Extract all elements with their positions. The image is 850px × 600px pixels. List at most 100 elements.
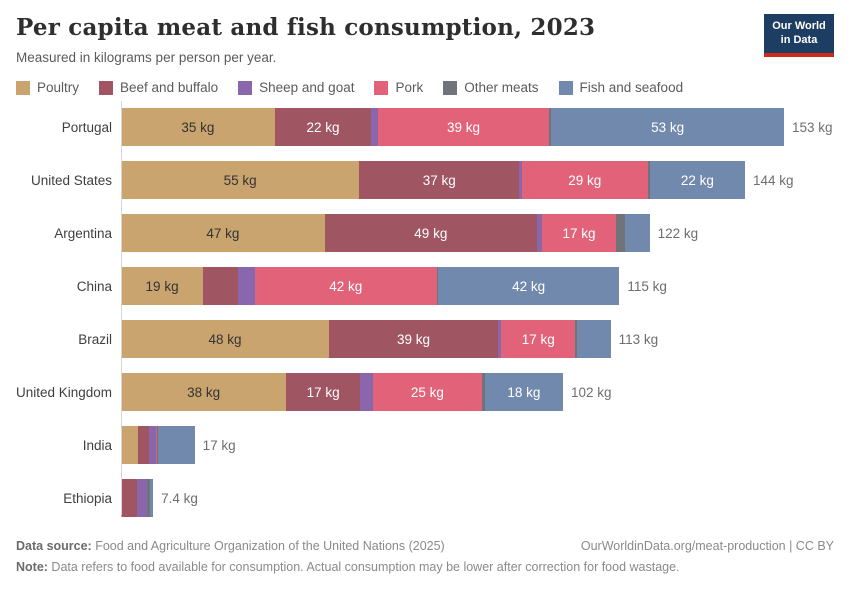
bar-segment-other[interactable]	[575, 320, 577, 358]
bar-segment-beef[interactable]: 49 kg	[324, 214, 537, 252]
legend-swatch-fish	[558, 80, 573, 95]
bar-segment-other[interactable]	[147, 479, 150, 517]
legend-label-sheep: Sheep and goat	[259, 80, 355, 95]
bar-segment-fish[interactable]: 22 kg	[649, 161, 745, 199]
owid-logo[interactable]: Our World in Data	[764, 14, 834, 57]
total-value-label: 17 kg	[202, 437, 236, 453]
bar-segment-sheep[interactable]	[536, 214, 543, 252]
stacked-bar[interactable]: 19 kg 42 kg 42 kg	[121, 267, 620, 305]
country-label[interactable]: India	[82, 437, 112, 453]
bar-segment-sheep[interactable]	[237, 267, 255, 305]
bar-segment-sheep[interactable]	[137, 479, 147, 517]
bar-segment-sheep[interactable]	[519, 161, 522, 199]
bar-segment-pork[interactable]	[155, 426, 158, 464]
country-label[interactable]: Argentina	[54, 225, 112, 241]
bar-segment-other[interactable]	[481, 373, 485, 411]
bar-segment-beef[interactable]: 22 kg	[274, 108, 372, 146]
bar-segment-sheep[interactable]	[371, 108, 378, 146]
total-value-label: 113 kg	[618, 331, 659, 347]
footer-note: Note: Data refers to food available for …	[16, 560, 834, 574]
bar-segment-poultry[interactable]: 47 kg	[121, 214, 325, 252]
legend-label-poultry: Poultry	[37, 80, 80, 95]
segment-value-label: 39 kg	[446, 119, 480, 135]
bar-segment-other[interactable]	[615, 214, 625, 252]
legend-item-beef[interactable]: Beef and buffalo	[99, 80, 218, 95]
owid-logo-line1: Our World	[772, 20, 826, 32]
segment-value-label: 29 kg	[568, 172, 602, 188]
segment-value-label: 25 kg	[410, 384, 444, 400]
bar-segment-fish[interactable]: 53 kg	[551, 108, 784, 146]
legend-item-other[interactable]: Other meats	[443, 80, 539, 95]
title-block: Per capita meat and fish consumption, 20…	[16, 14, 595, 65]
country-label[interactable]: Portugal	[61, 119, 112, 135]
legend-label-pork: Pork	[395, 80, 424, 95]
segment-value-label: 38 kg	[187, 384, 221, 400]
page-subtitle: Measured in kilograms per person per yea…	[16, 50, 277, 65]
bar-segment-pork[interactable]: 17 kg	[501, 320, 576, 358]
country-label[interactable]: China	[76, 278, 112, 294]
bar-segment-pork[interactable]: 42 kg	[254, 267, 437, 305]
bar-segment-fish[interactable]	[149, 479, 154, 517]
owid-logo-line2: in Data	[780, 33, 818, 46]
bar-segment-pork[interactable]: 29 kg	[521, 161, 648, 199]
stacked-bar[interactable]	[121, 479, 154, 517]
owid-link[interactable]: OurWorldinData.org/meat-production | CC …	[580, 539, 834, 553]
bar-segment-fish[interactable]	[624, 214, 650, 252]
bar-segment-beef[interactable]	[203, 267, 238, 305]
bar-segment-poultry[interactable]: 38 kg	[121, 373, 287, 411]
chart-row: United States 55 kg 37 kg 29 kg 22 kg 144 kg	[16, 161, 834, 199]
total-value-label: 7.4 kg	[161, 490, 198, 506]
country-label[interactable]: Ethiopia	[63, 490, 112, 506]
country-label[interactable]: Brazil	[78, 331, 112, 347]
bar-segment-beef[interactable]	[138, 426, 150, 464]
bar-segment-other[interactable]	[436, 267, 438, 305]
legend-item-sheep[interactable]: Sheep and goat	[238, 80, 354, 95]
chart-row: India 17 kg	[16, 426, 834, 464]
bar-segment-fish[interactable]	[576, 320, 611, 358]
country-label[interactable]: United States	[30, 172, 112, 188]
bar-segment-beef[interactable]: 39 kg	[329, 320, 498, 358]
chart-row: Ethiopia 7.4 kg	[16, 479, 834, 517]
y-axis-line	[121, 101, 122, 515]
bar-segment-poultry[interactable]: 48 kg	[121, 320, 329, 358]
bar-segment-other[interactable]	[549, 108, 552, 146]
bar-segment-beef[interactable]: 37 kg	[359, 161, 520, 199]
stacked-bar[interactable]: 48 kg 39 kg 17 kg	[121, 320, 611, 358]
bar-segment-poultry[interactable]: 19 kg	[121, 267, 204, 305]
bar-segment-pork[interactable]: 39 kg	[377, 108, 550, 146]
bar-segment-poultry[interactable]	[121, 426, 139, 464]
bar-segment-poultry[interactable]: 35 kg	[121, 108, 275, 146]
bar-segment-pork[interactable]: 25 kg	[373, 373, 482, 411]
data-source-label: Data source:	[16, 539, 92, 553]
bar-segment-sheep[interactable]	[149, 426, 156, 464]
legend-item-poultry[interactable]: Poultry	[16, 80, 79, 95]
stacked-bar[interactable]: 47 kg 49 kg 17 kg	[121, 214, 650, 252]
total-value-label: 102 kg	[571, 384, 612, 400]
owid-logo-red-bar	[764, 52, 834, 57]
legend-item-pork[interactable]: Pork	[374, 80, 423, 95]
bar-segment-poultry[interactable]: 55 kg	[121, 161, 360, 199]
bar-segment-beef[interactable]	[122, 479, 138, 517]
legend-label-beef: Beef and buffalo	[120, 80, 219, 95]
chart-legend: Poultry Beef and buffalo Sheep and goat Por…	[16, 80, 834, 95]
bar-segment-sheep[interactable]	[498, 320, 502, 358]
bar-segment-other[interactable]	[647, 161, 650, 199]
bar-segment-fish[interactable]	[157, 426, 195, 464]
owid-logo-text: Our World in Data	[764, 14, 834, 53]
country-label[interactable]: United Kingdom	[16, 384, 113, 400]
stacked-bar[interactable]: 55 kg 37 kg 29 kg 22 kg	[121, 161, 745, 199]
bar-segment-pork[interactable]: 17 kg	[542, 214, 616, 252]
bar-segment-sheep[interactable]	[360, 373, 374, 411]
legend-label-other: Other meats	[464, 80, 539, 95]
stacked-bar[interactable]: 35 kg 22 kg 39 kg 53 kg	[121, 108, 784, 146]
stacked-bar[interactable]	[121, 426, 195, 464]
bar-segment-fish[interactable]: 42 kg	[437, 267, 620, 305]
legend-swatch-sheep	[238, 80, 253, 95]
segment-value-label: 22 kg	[680, 172, 714, 188]
bar-segment-fish[interactable]: 18 kg	[484, 373, 564, 411]
segment-value-label: 55 kg	[223, 172, 257, 188]
segment-value-label: 18 kg	[507, 384, 541, 400]
stacked-bar[interactable]: 38 kg 17 kg 25 kg 18 kg	[121, 373, 564, 411]
legend-item-fish[interactable]: Fish and seafood	[558, 80, 683, 95]
bar-segment-beef[interactable]: 17 kg	[286, 373, 361, 411]
